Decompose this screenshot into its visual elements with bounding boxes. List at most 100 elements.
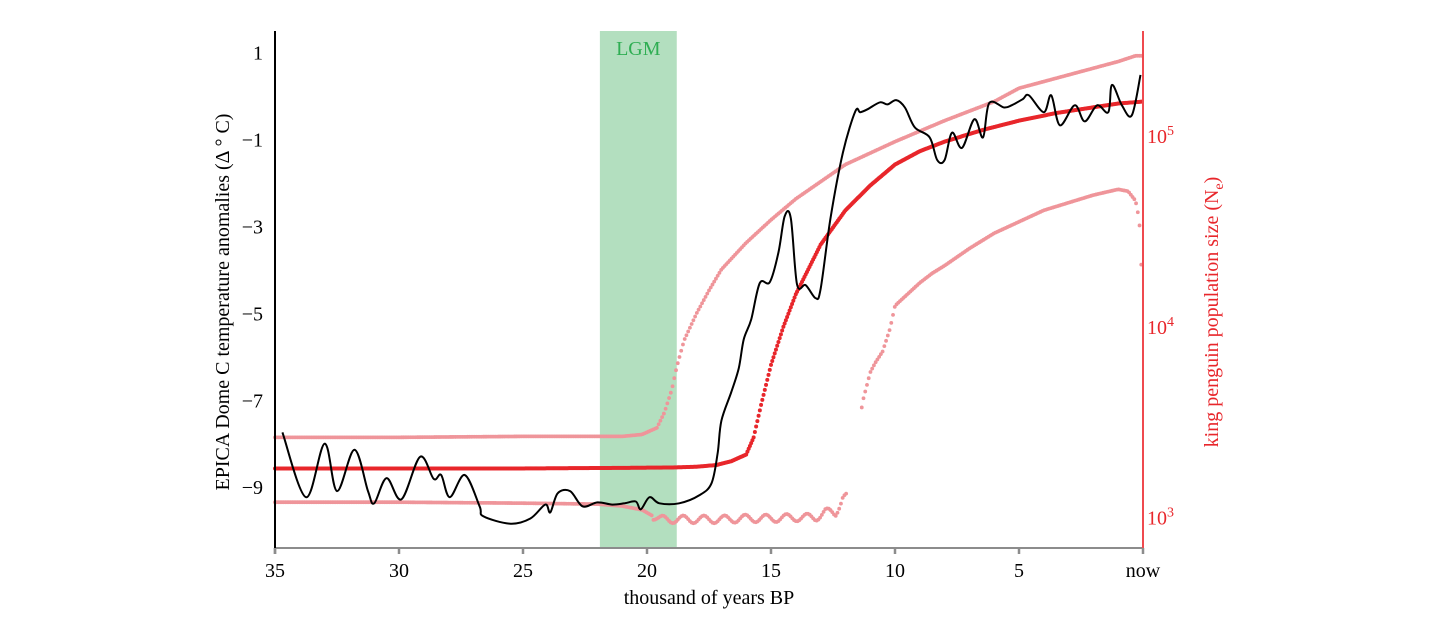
ne-upper-ci-point	[715, 273, 720, 278]
ne-lower-ci-point	[821, 509, 826, 514]
ne-upper-ci-point	[681, 342, 685, 347]
y-right-tick-label: 105	[1147, 124, 1174, 148]
ne-median-point	[782, 321, 787, 326]
ne-lower-ci-point	[861, 396, 866, 401]
ne-upper-ci-point	[686, 329, 691, 334]
right-axis-title-main: king penguin population size (N	[1201, 190, 1223, 448]
ne-median-point	[765, 377, 770, 382]
x-tick-label: 35	[265, 560, 285, 582]
lgm-band	[599, 31, 677, 548]
ne-median-point	[781, 324, 786, 329]
tick-base: 10	[1147, 317, 1167, 339]
ne-median-point	[790, 302, 795, 306]
series-layer	[273, 53, 1144, 526]
ne-lower-ci-point	[863, 389, 868, 394]
right-axis-title-close: )	[1201, 177, 1223, 184]
ne-median-point	[754, 424, 759, 429]
ne-upper-ci-point	[684, 333, 689, 338]
ne-lower-ci-point	[887, 328, 892, 333]
ne-upper-ci-point	[670, 384, 675, 389]
tick-exponent: 3	[1167, 506, 1174, 521]
ne-upper-ci-point	[658, 418, 663, 423]
ne-upper-ci-point	[675, 361, 680, 366]
ne-upper-ci-point	[708, 285, 713, 290]
x-tick-label: 30	[389, 560, 409, 582]
ne-median-point	[755, 419, 760, 424]
ne-upper-ci-point	[703, 294, 708, 299]
ne-upper-ci-point	[689, 322, 694, 326]
ne-upper-ci-point	[696, 307, 701, 312]
ne-upper-ci-point	[700, 301, 704, 306]
ne-upper-ci-point	[714, 276, 718, 281]
x-tick-label: 15	[761, 560, 781, 582]
ne-median-point	[767, 367, 772, 372]
ne-upper-ci-point	[655, 425, 659, 430]
ne-upper-ci-point	[712, 279, 717, 284]
ne-lower-ci-point	[868, 370, 873, 374]
y-right-tick-label: 104	[1147, 315, 1174, 339]
ne-median-point	[764, 382, 769, 387]
x-tick-label: 25	[513, 560, 533, 582]
ne-upper-ci-point	[688, 325, 692, 330]
ne-lower-ci-point	[818, 515, 822, 520]
ne-upper-ci-point	[677, 355, 682, 359]
ne-upper-ci-point	[694, 310, 699, 315]
ne-lower-ci-point	[859, 405, 864, 410]
ne-upper-ci-point	[710, 282, 715, 287]
ne-lower-ci-series	[273, 187, 1144, 526]
ne-lower-ci-point	[819, 512, 824, 517]
ne-upper-ci-point	[672, 376, 677, 381]
ne-upper-ci-point	[665, 401, 670, 406]
ne-upper-ci-point	[667, 396, 671, 400]
ne-median-point	[792, 295, 797, 300]
ne-upper-ci-point	[668, 390, 673, 395]
ne-median-point	[775, 343, 780, 348]
ne-median-point	[759, 402, 764, 407]
ne-lower-ci-point	[889, 320, 894, 325]
ne-median-point	[761, 392, 766, 397]
x-tick-label: 5	[1014, 560, 1024, 582]
ne-upper-ci-point	[693, 314, 698, 319]
tick-base: 10	[1147, 508, 1167, 530]
ne-lower-ci-point	[649, 513, 654, 518]
ne-median-point	[757, 408, 762, 413]
ne-median-point	[751, 435, 756, 440]
ne-lower-ci-point	[885, 333, 890, 338]
ne-median-point	[778, 332, 783, 337]
lgm-label: LGM	[616, 38, 661, 60]
tick-base: 10	[1147, 126, 1167, 148]
ne-upper-ci-point	[691, 318, 696, 323]
x-axis-title: thousand of years BP	[624, 587, 795, 609]
ne-median-point	[769, 362, 773, 367]
ne-upper-ci-point	[661, 411, 666, 416]
ne-upper-ci-point	[701, 298, 706, 302]
ne-median-point	[752, 429, 757, 434]
left-axis-title: EPICA Dome C temperature anomalies (Δ ° …	[212, 114, 234, 491]
ne-lower-ci-point	[872, 363, 876, 368]
ne-upper-ci-point	[656, 422, 661, 427]
ne-median-point	[783, 318, 788, 323]
ne-upper-ci-point	[698, 304, 703, 309]
x-tick-label: 10	[885, 560, 905, 582]
ne-upper-ci-point	[682, 337, 687, 341]
ne-median-point	[771, 355, 776, 360]
ne-lower-ci-point	[835, 510, 840, 515]
y-left-tick-label: −9	[242, 477, 263, 499]
ne-median-point	[791, 298, 796, 303]
ne-lower-ci-point	[884, 338, 888, 343]
ne-lower-ci-point	[880, 349, 885, 354]
y-left-tick-label: −7	[242, 390, 263, 412]
tick-exponent: 4	[1167, 315, 1174, 330]
ne-median-point	[785, 314, 790, 319]
lgm-band-layer	[599, 31, 677, 548]
ne-lower-ci-point	[866, 376, 871, 381]
ne-upper-ci-point	[705, 291, 710, 296]
ne-lower-ci-point	[882, 344, 887, 349]
y-left-tick-label: 1	[253, 43, 263, 65]
ne-lower-ci-point	[870, 366, 875, 371]
ne-median-point	[776, 339, 781, 344]
ne-median-series	[273, 99, 1144, 471]
ne-lower-ci-point	[891, 312, 895, 317]
